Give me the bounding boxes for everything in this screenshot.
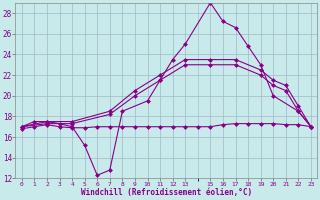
X-axis label: Windchill (Refroidissement éolien,°C): Windchill (Refroidissement éolien,°C): [81, 188, 252, 197]
